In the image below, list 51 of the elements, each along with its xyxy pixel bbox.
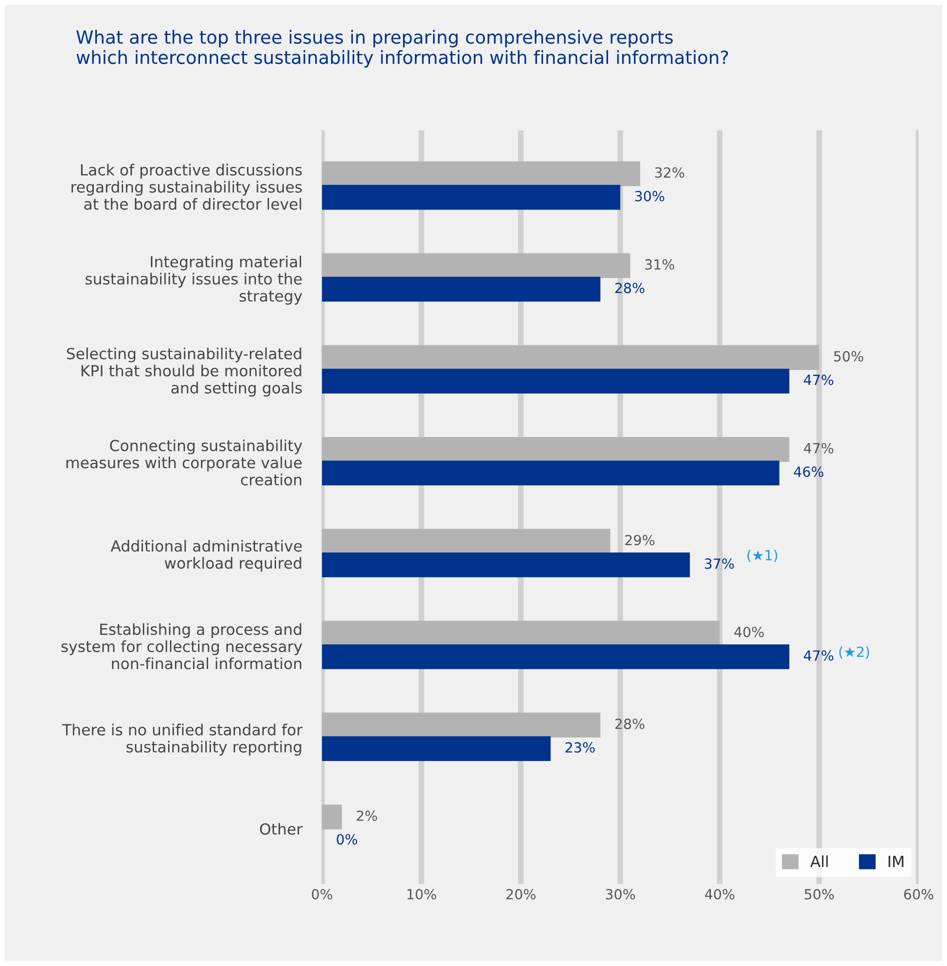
x-tick-label: 40% <box>704 888 734 900</box>
data-label: 30% <box>635 190 664 202</box>
bar <box>322 528 610 554</box>
legend-label: All <box>810 855 828 867</box>
bar <box>322 253 630 278</box>
y-tick-label: Integrating material sustainability issues into the strategy <box>86 256 302 305</box>
x-tick-label: 50% <box>804 888 834 900</box>
x-tick-label: 20% <box>506 888 536 900</box>
bar <box>322 644 790 670</box>
data-label: 0% <box>336 834 358 845</box>
bar <box>322 437 790 462</box>
y-tick-label: There is no unified standard for sustainability reporting <box>62 724 303 756</box>
data-label: 32% <box>655 167 684 178</box>
annotation: (★2) <box>839 646 870 659</box>
y-tick-label: Connecting sustainability measures with corporate value creation <box>66 439 302 486</box>
bar <box>322 161 640 186</box>
annotation: (★1) <box>747 550 778 562</box>
bar <box>322 276 600 302</box>
data-label: 23% <box>566 742 595 753</box>
x-tick-label: 30% <box>606 888 635 900</box>
data-label: 28% <box>615 718 644 730</box>
data-label: 31% <box>645 259 674 270</box>
data-label: 37% <box>704 558 734 569</box>
data-label: 29% <box>625 534 654 546</box>
y-tick-label: Other <box>260 822 303 835</box>
data-label: 50% <box>834 351 864 362</box>
data-label: 47% <box>804 442 834 454</box>
data-label: 2% <box>356 810 378 822</box>
legend-label: IM <box>888 856 904 867</box>
y-tick-label: Additional administrative workload required <box>110 540 302 572</box>
y-tick-label: Establishing a process and system for collecting necessary non-financial information <box>61 623 302 670</box>
data-label: 28% <box>615 282 644 294</box>
y-tick-label: Lack of proactive discussions regarding sustainability issues at the board of director level <box>72 164 302 210</box>
bar <box>322 804 342 830</box>
x-tick-label: 0% <box>312 888 332 900</box>
bar <box>322 345 820 370</box>
bar <box>322 620 720 646</box>
data-label: 47% <box>804 650 834 661</box>
x-tick-label: 60% <box>904 888 934 900</box>
data-label: 47% <box>804 374 834 386</box>
y-tick-label: Selecting sustainability-related KPI that should be monitored and setting goals <box>66 348 302 397</box>
bar <box>322 460 780 486</box>
bar <box>322 184 620 210</box>
bar <box>322 736 551 762</box>
data-label: 40% <box>734 626 764 638</box>
data-label: 46% <box>794 466 824 478</box>
bar <box>322 552 690 578</box>
bar <box>322 368 790 394</box>
chart-title: What are the top three issues in preparing comprehensive reports which interconnect sustainability information with financial information? <box>76 30 728 68</box>
x-tick-label: 10% <box>408 888 436 900</box>
bar <box>322 712 600 738</box>
